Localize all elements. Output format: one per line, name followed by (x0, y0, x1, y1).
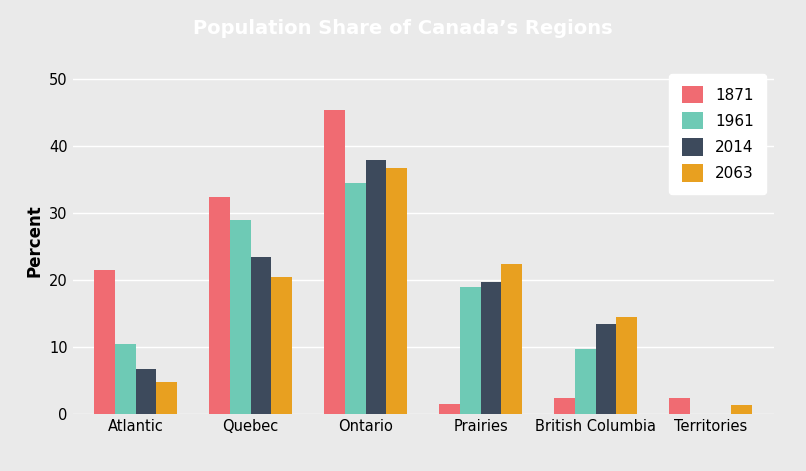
Bar (460, 287, 480, 414)
Bar (555, 398, 575, 414)
Bar (210, 197, 230, 414)
Bar (324, 110, 345, 414)
Bar (94, 270, 115, 414)
Bar (366, 160, 386, 414)
Bar (230, 220, 251, 414)
Y-axis label: Percent: Percent (25, 204, 44, 276)
Bar (501, 264, 522, 414)
Bar (115, 344, 135, 414)
Bar (345, 183, 366, 414)
Bar (731, 405, 752, 414)
Bar (156, 382, 177, 414)
Bar (617, 317, 637, 414)
Text: Population Share of Canada’s Regions: Population Share of Canada’s Regions (193, 19, 613, 38)
Bar (439, 405, 460, 414)
Bar (135, 369, 156, 414)
Bar (575, 349, 596, 414)
Legend: 1871, 1961, 2014, 2063: 1871, 1961, 2014, 2063 (669, 73, 767, 194)
Bar (251, 257, 272, 414)
Bar (596, 324, 617, 414)
Bar (386, 168, 407, 414)
Bar (480, 282, 501, 414)
Bar (669, 398, 690, 414)
Bar (272, 277, 292, 414)
